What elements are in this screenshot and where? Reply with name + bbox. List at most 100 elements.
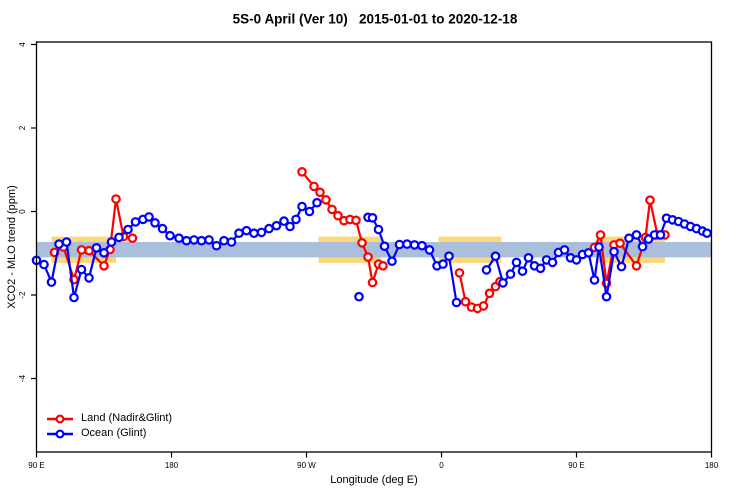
ocean-series-point — [402, 239, 412, 249]
ocean-series-point — [264, 223, 274, 234]
land-series-point — [357, 238, 367, 248]
land-series-point — [645, 195, 655, 206]
ocean-series-point — [196, 235, 207, 246]
ocean-series-point — [204, 235, 214, 245]
ocean-series-point — [589, 275, 600, 285]
ocean-series-point — [424, 245, 435, 255]
land-series-point — [327, 204, 337, 215]
ocean-series-point — [234, 228, 244, 239]
ocean-series-point — [702, 228, 712, 239]
land-series-point — [315, 187, 325, 198]
y-tick-label: -2 — [18, 291, 27, 299]
qc-band-blue — [36, 242, 712, 258]
land-series-point — [111, 194, 121, 204]
land-series-point — [84, 245, 94, 256]
ocean-series-point — [256, 227, 267, 238]
ocean-series-point — [189, 235, 199, 245]
ocean-series-point — [631, 230, 642, 240]
ocean-series-point — [373, 224, 384, 235]
land-series-point — [615, 238, 625, 249]
y-tick-label: 0 — [18, 209, 27, 214]
legend-label-ocean: Ocean (Glint) — [81, 427, 147, 439]
land-series-point — [478, 301, 489, 311]
land-series-point — [99, 260, 109, 271]
land-series-point — [297, 167, 307, 177]
ocean-series-point — [69, 292, 79, 303]
ocean-series-point — [54, 239, 64, 249]
ocean-series-point — [76, 264, 87, 275]
ocean-series-point — [84, 273, 94, 283]
ocean-series-point — [511, 257, 522, 268]
land-series-point — [595, 230, 606, 240]
ocean-series-point — [523, 252, 534, 263]
ocean-series-point — [279, 216, 289, 226]
ocean-series-point — [451, 297, 462, 308]
ocean-series-point — [609, 246, 619, 257]
land-series-point — [367, 277, 378, 288]
ocean-series-point — [498, 278, 508, 288]
legend-item-ocean: Ocean (Glint) — [46, 427, 172, 440]
ocean-series-point — [559, 245, 570, 255]
land-series-point — [460, 296, 471, 307]
ocean-series-point — [291, 214, 301, 225]
chart-title: 5S-0 April (Ver 10) 2015-01-01 to 2020-1… — [232, 11, 518, 27]
ocean-series-line — [485, 217, 708, 298]
legend: Land (Nadir&Glint) Ocean (Glint) — [46, 412, 172, 440]
land-series-point — [309, 181, 319, 192]
y-axis-label: XCO2 - MLO trend (ppm) — [6, 185, 18, 309]
x-axis-label: Longitude (deg E) — [330, 474, 418, 486]
land-series-point — [631, 260, 642, 271]
ocean-series-point — [165, 230, 175, 241]
land-series-point — [127, 233, 138, 244]
y-tick-label: 4 — [18, 42, 27, 47]
x-tick-label: 90 E — [28, 461, 44, 470]
ocean-series-point — [594, 242, 604, 252]
ocean-series-point — [130, 217, 141, 227]
ocean-series-point — [354, 291, 364, 302]
ocean-series-point — [150, 218, 160, 228]
land-series-point — [484, 288, 495, 299]
ocean-legend-marker — [47, 428, 73, 439]
land-series-line — [593, 199, 665, 285]
ocean-legend-circle-icon — [55, 428, 65, 439]
ocean-series-point — [114, 232, 124, 243]
ocean-series-point — [616, 261, 627, 272]
ocean-series-point — [517, 266, 528, 277]
ocean-series-point — [417, 240, 427, 251]
ocean-series-point — [106, 237, 117, 247]
ocean-series-point — [409, 240, 420, 250]
ocean-series-point — [297, 201, 307, 212]
x-tick-label: 90 W — [297, 461, 316, 470]
ocean-series-point — [505, 269, 516, 279]
ocean-series-point — [241, 225, 252, 236]
ocean-series-point — [444, 251, 454, 262]
ocean-series-point — [312, 197, 322, 208]
ocean-series-point — [571, 255, 582, 265]
ocean-series-point — [271, 220, 282, 231]
x-tick-label: 180 — [165, 461, 179, 470]
ocean-series-point — [438, 259, 448, 269]
ocean-series-point — [61, 237, 72, 247]
ocean-series-point — [304, 206, 315, 217]
plot-border — [35, 41, 713, 453]
ocean-series-point — [157, 223, 168, 234]
ocean-series-point — [91, 243, 102, 253]
ocean-series-point — [181, 235, 192, 246]
ocean-series-point — [226, 237, 237, 247]
ocean-series-point — [624, 233, 634, 244]
ocean-series-point — [481, 265, 492, 275]
land-series-point — [454, 268, 465, 278]
ocean-series-point — [367, 213, 378, 223]
ocean-series-point — [211, 240, 222, 251]
ocean-series-point — [601, 291, 612, 302]
land-series-point — [351, 215, 361, 226]
land-series-point — [333, 210, 343, 221]
ocean-series-point — [39, 259, 49, 270]
ocean-series-point — [285, 221, 295, 232]
land-series-point — [76, 245, 87, 255]
legend-label-land: Land (Nadir&Glint) — [81, 412, 173, 424]
ocean-series-point — [174, 233, 184, 244]
x-tick-label: 90 E — [568, 461, 584, 470]
